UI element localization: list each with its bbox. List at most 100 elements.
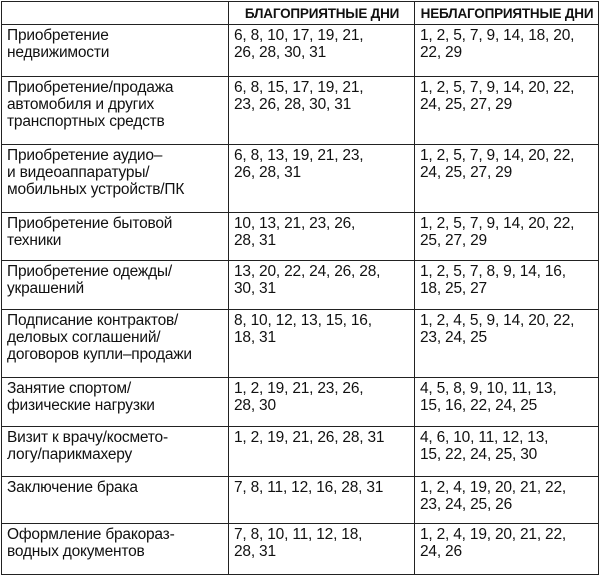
cell-line: Оформление бракораз- — [7, 526, 175, 543]
header-cell — [1, 1, 229, 25]
cell-line: 13, 20, 22, 24, 26, 28, — [234, 263, 381, 280]
cell-line: 1, 2, 4, 19, 20, 21, 22, — [420, 526, 567, 543]
header-cell: БЛАГОПРИЯТНЫЕ ДНИ — [228, 1, 415, 25]
cell-line: договоров купли–продажи — [7, 346, 192, 363]
activity-cell: Приобретение недвижимости — [1, 24, 229, 77]
activity-cell: Визит к врачу/космето-логу/парикмахеру — [1, 426, 229, 477]
row: Занятие спортом/физические нагрузки 1, 2,… — [1, 377, 599, 427]
cell-line: 10, 13, 21, 23, 26, — [234, 215, 356, 232]
cell-line: 18, 25, 27 — [420, 280, 487, 297]
favorable-days: 7, 8, 10, 11, 12, 18, 28, 31 — [228, 523, 415, 575]
favorable-days: 6, 8, 13, 19, 21, 23, 26, 28, 31 — [228, 144, 415, 213]
favorable-days: 7, 8, 11, 12, 16, 28, 31 — [228, 476, 415, 524]
unfavorable-days: 1, 2, 5, 7, 9, 14, 20, 22, 24, 25, 27, 29 — [414, 76, 599, 145]
unfavorable-days: 1, 2, 4, 19, 20, 21, 22, 24, 26 — [414, 523, 599, 575]
cell-line: 24, 25, 27, 29 — [420, 96, 513, 113]
unfavorable-days: 1, 2, 5, 7, 9, 14, 20, 22, 24, 25, 27, 29 — [414, 144, 599, 213]
cell-line: деловых соглашений/ — [7, 329, 161, 346]
favorable-days: 13, 20, 22, 24, 26, 28, 30, 31 — [228, 260, 415, 310]
cell-line: Заключение брака — [7, 479, 138, 496]
cell-line: 1, 2, 5, 7, 9, 14, 18, 20, — [420, 27, 575, 44]
cell-line: 1, 2, 4, 19, 20, 21, 22, — [420, 479, 567, 496]
cell-line: 28, 30 — [234, 397, 276, 414]
cell-line: 1, 2, 5, 7, 9, 14, 20, 22, — [420, 147, 575, 164]
row: Приобретение одежды/украшений 13, 20, 22,… — [1, 260, 599, 310]
unfavorable-days: 1, 2, 5, 7, 9, 14, 18, 20, 22, 29 — [414, 24, 599, 77]
cell-line: Приобретение — [7, 27, 109, 44]
cell-line: 8, 10, 12, 13, 15, 16, — [234, 312, 372, 329]
cell-line: Приобретение одежды/ — [7, 263, 172, 280]
cell-line: мобильных устройств/ПК — [7, 181, 185, 198]
row: Заключение брака 7, 8, 11, 12, 16, 28, 31… — [1, 476, 599, 524]
cell-line: транспортных средств — [7, 113, 165, 130]
cell-line: 7, 8, 11, 12, 16, 28, 31 — [234, 479, 384, 496]
cell-line: 25, 27, 29 — [420, 232, 487, 249]
row: Приобретение недвижимости 6, 8, 10, 17, 19… — [1, 24, 599, 77]
cell-line: 1, 2, 19, 21, 23, 26, — [234, 380, 364, 397]
unfavorable-days: 4, 5, 8, 9, 10, 11, 13, 15, 16, 22, 24, 2… — [414, 377, 599, 427]
cell-line: 22, 29 — [420, 44, 462, 61]
unfavorable-days: 1, 2, 4, 19, 20, 21, 22, 23, 24, 25, 26 — [414, 476, 599, 524]
cell-line: 6, 8, 13, 19, 21, 23, — [234, 147, 364, 164]
cell-line: 24, 25, 27, 29 — [420, 164, 513, 181]
cell-line: 1, 2, 5, 7, 9, 14, 20, 22, — [420, 79, 575, 96]
favorable-days: 6, 8, 10, 17, 19, 21, 26, 28, 30, 31 — [228, 24, 415, 77]
cell-line: 18, 31 — [234, 329, 276, 346]
activity-cell: Приобретение аудио– и видеоаппаратуры/моб… — [1, 144, 229, 213]
table-body: Приобретение недвижимости 6, 8, 10, 17, 19… — [1, 24, 599, 575]
row: Приобретение бытовой техники 10, 13, 21, 2… — [1, 212, 599, 261]
cell-line: техники — [7, 232, 62, 249]
cell-line: недвижимости — [7, 44, 110, 61]
row: Приобретение/продажа автомобиля и других т… — [1, 76, 599, 145]
cell-line: 23, 24, 25, 26 — [420, 496, 513, 513]
cell-line: 15, 16, 22, 24, 25 — [420, 397, 538, 414]
cell-line: Визит к врачу/космето- — [7, 429, 168, 446]
activity-cell: Занятие спортом/физические нагрузки — [1, 377, 229, 427]
cell-line: водных документов — [7, 543, 145, 560]
row: Подписание контрактов/деловых соглашений… — [1, 309, 599, 378]
cell-line: 1, 2, 19, 21, 26, 28, 31 — [234, 429, 385, 446]
favorable-days: 6, 8, 15, 17, 19, 21, 23, 26, 28, 30, 31 — [228, 76, 415, 145]
cell-line: Приобретение бытовой — [7, 215, 173, 232]
cell-line: 4, 6, 10, 11, 12, 13, — [420, 429, 549, 446]
activity-cell: Подписание контрактов/деловых соглашений… — [1, 309, 229, 378]
cell-line: 1, 2, 5, 7, 9, 14, 20, 22, — [420, 215, 575, 232]
cell-line: 23, 24, 25 — [420, 329, 487, 346]
cell-line: 28, 31 — [234, 232, 276, 249]
cell-line: 23, 26, 28, 30, 31 — [234, 96, 352, 113]
cell-line: 6, 8, 10, 17, 19, 21, — [234, 27, 364, 44]
cell-line: 7, 8, 10, 11, 12, 18, — [234, 526, 363, 543]
unfavorable-days: 1, 2, 4, 5, 9, 14, 20, 22, 23, 24, 25 — [414, 309, 599, 378]
favorable-days: 1, 2, 19, 21, 23, 26, 28, 30 — [228, 377, 415, 427]
activity-cell: Приобретение бытовой техники — [1, 212, 229, 261]
unfavorable-days: 1, 2, 5, 7, 9, 14, 20, 22, 25, 27, 29 — [414, 212, 599, 261]
cell-line: физические нагрузки — [7, 397, 155, 414]
cell-line: 24, 26 — [420, 543, 462, 560]
favorable-days: 10, 13, 21, 23, 26, 28, 31 — [228, 212, 415, 261]
cell-line: 30, 31 — [234, 280, 276, 297]
activity-cell: Заключение брака — [1, 476, 229, 524]
cell-line: 26, 28, 31 — [234, 164, 301, 181]
cell-line: 15, 22, 24, 25, 30 — [420, 446, 538, 463]
cell-line: украшений — [7, 280, 84, 297]
header-row: БЛАГОПРИЯТНЫЕ ДНИ НЕБЛАГОПРИЯТНЫЕ ДНИ — [1, 1, 599, 25]
unfavorable-days: 1, 2, 5, 7, 8, 9, 14, 16, 18, 25, 27 — [414, 260, 599, 310]
header-cell: НЕБЛАГОПРИЯТНЫЕ ДНИ — [414, 1, 599, 25]
cell-line: 1, 2, 4, 5, 9, 14, 20, 22, — [420, 312, 575, 329]
activity-cell: Приобретение одежды/украшений — [1, 260, 229, 310]
row: Визит к врачу/космето-логу/парикмахеру 1,… — [1, 426, 599, 477]
cell-line: 28, 31 — [234, 543, 276, 560]
activity-cell: Приобретение/продажа автомобиля и других т… — [1, 76, 229, 145]
favorable-days: 8, 10, 12, 13, 15, 16, 18, 31 — [228, 309, 415, 378]
cell-line: автомобиля и других — [7, 96, 155, 113]
cell-line: Подписание контрактов/ — [7, 312, 179, 329]
cell-line: Приобретение аудио– — [7, 147, 163, 164]
unfavorable-days: 4, 6, 10, 11, 12, 13, 15, 22, 24, 25, 30 — [414, 426, 599, 477]
cell-line: и видеоаппаратуры/ — [7, 164, 150, 181]
cell-line: 1, 2, 5, 7, 8, 9, 14, 16, — [420, 263, 566, 280]
cell-line: 4, 5, 8, 9, 10, 11, 13, — [420, 380, 557, 397]
favorable-days: 1, 2, 19, 21, 26, 28, 31 — [228, 426, 415, 477]
cell-line: логу/парикмахеру — [7, 446, 133, 463]
